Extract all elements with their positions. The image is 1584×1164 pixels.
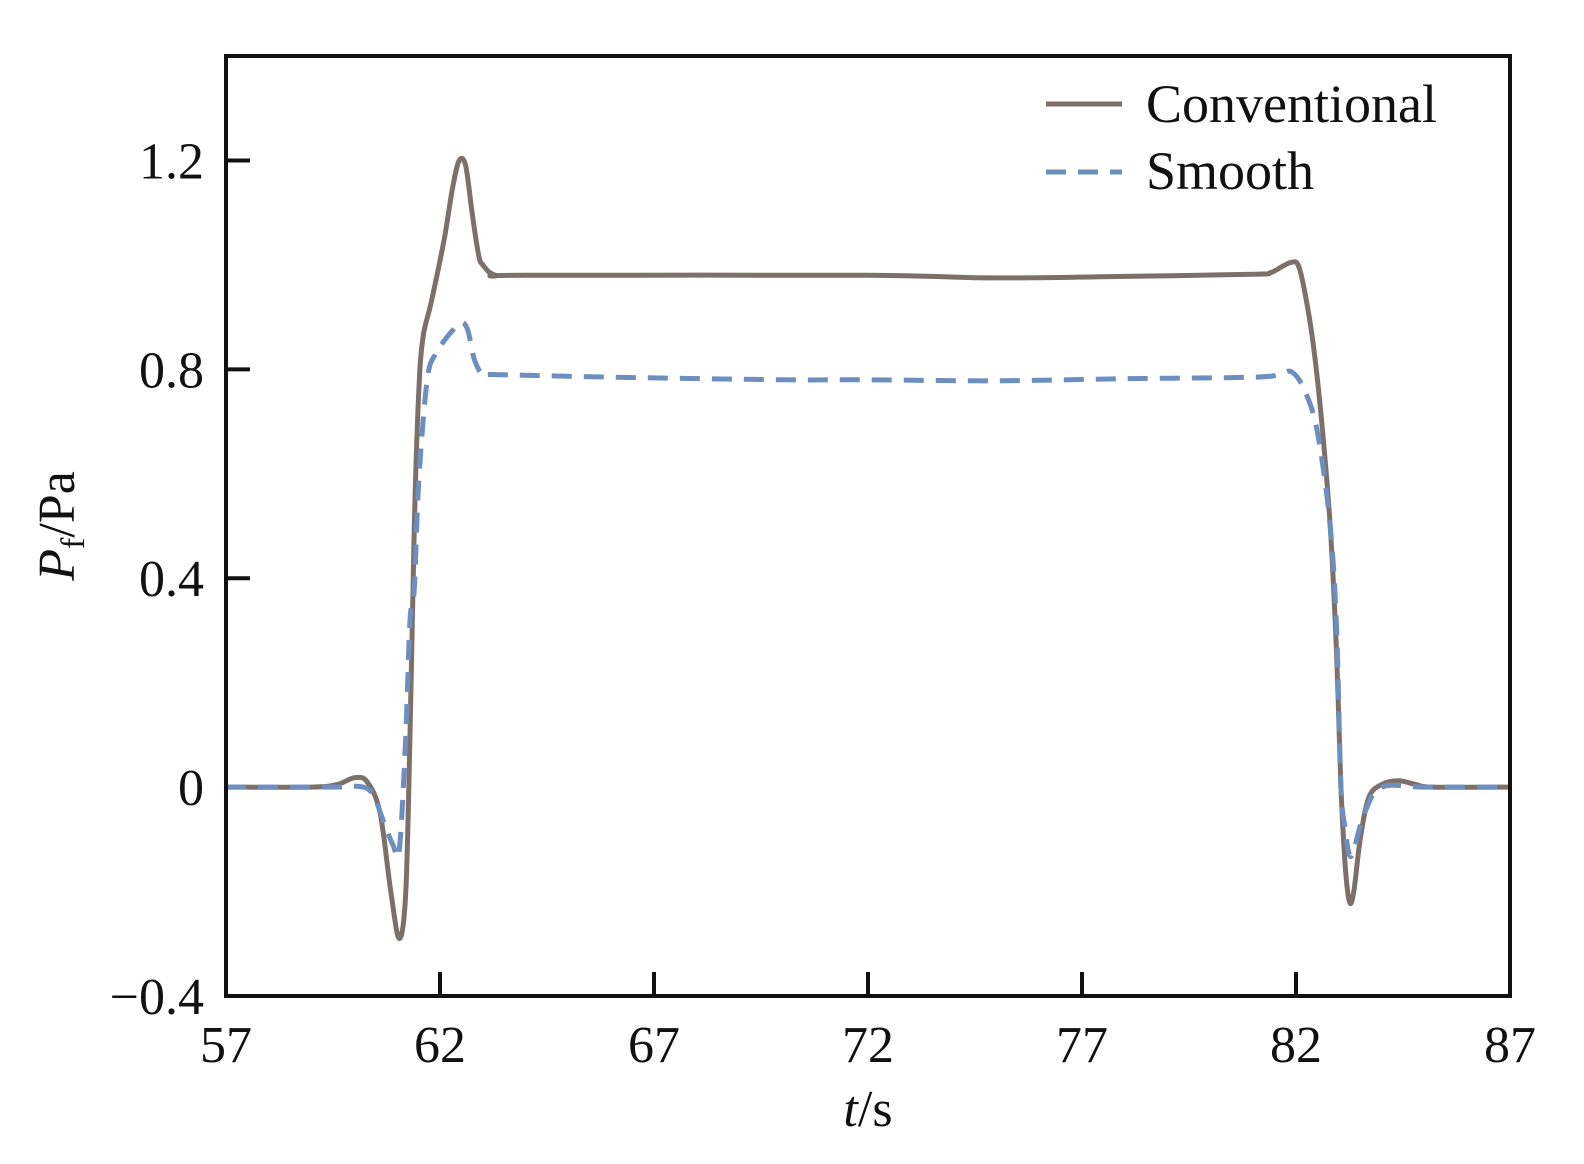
legend-label-conventional: Conventional (1146, 74, 1437, 134)
series-line-conventional (225, 155, 1511, 942)
x-axis-label: t/s (843, 1081, 892, 1138)
y-axis-label: Pf/Pa (29, 471, 92, 582)
tick-labels: 57 62 67 72 77 82 87 −0.4 0 0.4 0.8 1.2 (110, 133, 1536, 1074)
y-tick-label: 1.2 (139, 133, 204, 190)
x-tick-label: 67 (628, 1017, 680, 1074)
y-tick-label: 0.8 (139, 342, 204, 399)
x-tick-label: 77 (1056, 1017, 1108, 1074)
y-tick-label: −0.4 (110, 969, 204, 1026)
x-tick-label: 62 (414, 1017, 466, 1074)
x-tick-label: 87 (1484, 1017, 1536, 1074)
y-tick-label: 0.4 (139, 551, 204, 608)
x-tick-label: 82 (1270, 1017, 1322, 1074)
x-tick-label: 57 (200, 1017, 252, 1074)
series-line-smooth (225, 319, 1510, 860)
legend: Conventional Smooth (1046, 74, 1437, 201)
tick-marks (224, 158, 1512, 998)
series-layer (225, 155, 1511, 942)
y-tick-label: 0 (178, 760, 204, 817)
plot-frame (224, 54, 1512, 998)
legend-label-smooth: Smooth (1146, 141, 1314, 201)
x-tick-label: 72 (842, 1017, 894, 1074)
